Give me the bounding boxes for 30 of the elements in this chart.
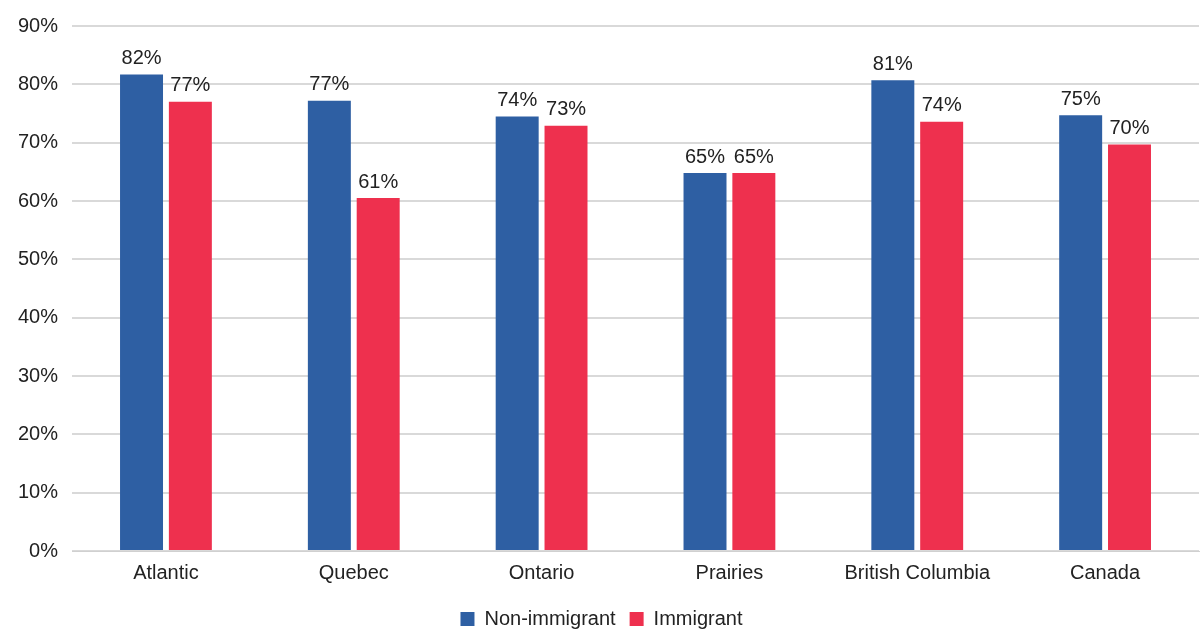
y-tick-label: 20%: [18, 421, 59, 444]
data-label: 73%: [546, 97, 587, 120]
y-tick-label: 30%: [18, 363, 59, 386]
data-label: 70%: [1109, 115, 1150, 138]
data-label: 75%: [1060, 86, 1101, 109]
data-label: 77%: [170, 73, 211, 96]
x-tick-label: Quebec: [318, 560, 389, 583]
data-label: 77%: [309, 72, 350, 95]
data-label: 74%: [921, 93, 962, 116]
x-tick-label: Atlantic: [133, 560, 199, 583]
data-label: 81%: [872, 51, 914, 74]
x-tick-label: Canada: [1070, 560, 1141, 583]
data-label: 82%: [121, 45, 162, 68]
x-tick-label: Ontario: [508, 560, 575, 583]
data-label: 65%: [733, 144, 775, 167]
x-tick-label: British Columbia: [844, 560, 991, 583]
legend-label: Non-immigrant: [484, 606, 617, 629]
y-tick-label: 10%: [18, 480, 59, 503]
data-label: 61%: [358, 169, 399, 192]
data-label: 74%: [497, 87, 538, 110]
legend-label: Immigrant: [653, 606, 743, 629]
y-tick-label: 0%: [29, 538, 59, 561]
y-tick-label: 40%: [18, 305, 59, 328]
y-tick-label: 50%: [18, 246, 59, 269]
x-tick-label: Prairies: [695, 560, 764, 583]
y-tick-label: 70%: [18, 130, 59, 153]
data-label: 65%: [685, 144, 726, 167]
y-tick-label: 90%: [18, 13, 59, 36]
y-tick-label: 60%: [18, 188, 59, 211]
y-tick-label: 80%: [18, 71, 59, 94]
